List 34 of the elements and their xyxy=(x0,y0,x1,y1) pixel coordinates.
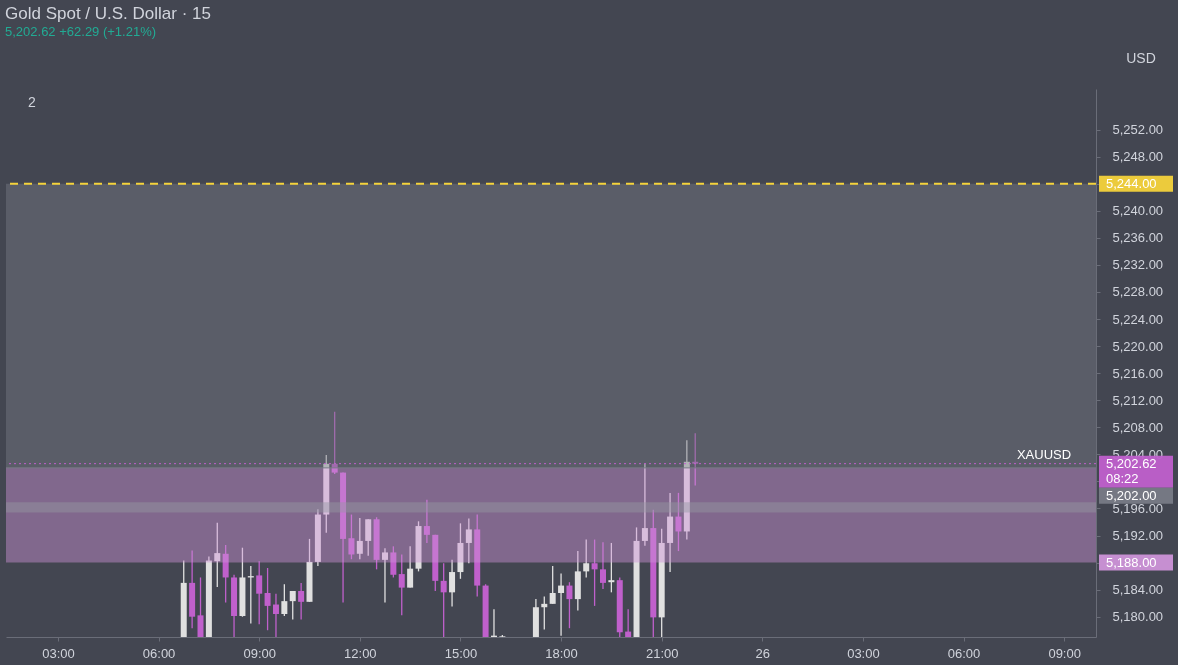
y-tick-label: 5,220.00 xyxy=(1112,338,1164,354)
y-tick-label: 5,184.00 xyxy=(1112,582,1164,598)
band-label: 5,188.00 xyxy=(1106,554,1157,570)
y-tick-label: 5,248.00 xyxy=(1112,149,1164,165)
x-tick-label: 09:00 xyxy=(1048,645,1081,661)
y-tick-label: 5,236.00 xyxy=(1112,230,1164,246)
x-tick-label: 21:00 xyxy=(645,645,679,661)
x-tick-label: 18:00 xyxy=(545,645,578,661)
y-tick-label: 5,252.00 xyxy=(1112,122,1164,138)
annotation: 2 xyxy=(28,94,36,110)
x-tick-label: 03:00 xyxy=(847,645,880,661)
y-tick-label: 5,240.00 xyxy=(1112,203,1164,219)
chart-title: Gold Spot / U.S. Dollar · 15 xyxy=(5,4,211,23)
y-tick-label: 5,232.00 xyxy=(1112,257,1164,273)
x-tick-label: 06:00 xyxy=(947,645,981,661)
y-tick-label: 5,212.00 xyxy=(1112,392,1164,408)
ref-line-label: 5,244.00 xyxy=(1106,175,1157,191)
x-tick-label: 03:00 xyxy=(42,645,75,661)
chart-subtitle: 5,202.62 +62.29 (+1.21%) xyxy=(5,24,157,39)
y-tick-label: 5,180.00 xyxy=(1112,609,1164,625)
x-tick-label: 26 xyxy=(755,645,771,661)
y-tick-label: 5,224.00 xyxy=(1112,311,1164,327)
text: USD xyxy=(1126,50,1156,66)
y-tick-label: 5,228.00 xyxy=(1112,284,1164,300)
y-tick-label: 5,208.00 xyxy=(1112,419,1164,435)
y-tick-label: 5,196.00 xyxy=(1112,500,1164,516)
y-tick-label: 5,192.00 xyxy=(1112,528,1164,544)
x-tick-label: 06:00 xyxy=(142,645,176,661)
y-tick-label: 5,216.00 xyxy=(1112,365,1164,381)
x-tick-label: 09:00 xyxy=(243,645,276,661)
annotation: XAUUSD xyxy=(1016,446,1072,462)
ref-line-label: 5,202.00 xyxy=(1106,487,1157,503)
x-tick-label: 15:00 xyxy=(444,645,478,661)
x-tick-label: 12:00 xyxy=(344,645,377,661)
